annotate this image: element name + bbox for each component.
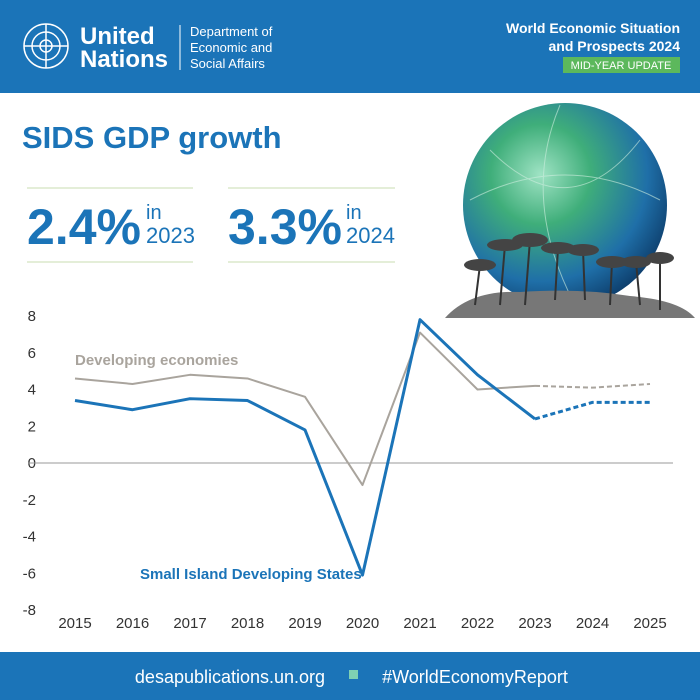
y-tick-label: 4 [28, 382, 36, 399]
separator [349, 670, 358, 679]
y-tick-label: -6 [23, 565, 36, 582]
x-tick-label: 2020 [346, 615, 379, 632]
globe-illustration [445, 103, 695, 318]
series-label: Small Island Developing States [140, 566, 362, 583]
y-tick-label: 6 [28, 345, 36, 362]
badge [563, 57, 680, 73]
x-tick-label: 2025 [633, 615, 666, 632]
x-tick-label: 2018 [231, 615, 264, 632]
y-tick-label: -8 [23, 602, 36, 619]
y-tick-label: -4 [23, 529, 36, 546]
x-tick-label: 2019 [288, 615, 321, 632]
y-tick-label: 2 [28, 418, 36, 435]
projection-line [534, 400, 650, 421]
series-line [74, 331, 536, 487]
highlight-figure: 3.3% [228, 199, 342, 255]
x-tick-label: 2015 [58, 615, 91, 632]
x-tick-label: 2023 [518, 615, 551, 632]
department: Department of [190, 24, 273, 39]
series-label: Developing economies [75, 352, 238, 369]
department: Social Affairs [190, 56, 265, 71]
department: Economic and [190, 40, 272, 55]
highlight-prefix: in [146, 202, 162, 224]
chart-title: SIDS GDP growth [22, 120, 282, 155]
report-title: World Economic Situation [506, 20, 680, 36]
y-tick-label: -2 [23, 492, 36, 509]
header-band [0, 0, 700, 93]
x-tick-label: 2024 [576, 615, 609, 632]
hashtag[interactable]: #WorldEconomyReport [382, 667, 568, 687]
website[interactable]: desapublications.un.org [135, 667, 325, 687]
report-title: and Prospects 2024 [548, 38, 680, 54]
y-tick-label: 8 [28, 308, 36, 325]
un-emblem [23, 23, 69, 69]
highlight-year: 2023 [146, 223, 195, 248]
x-tick-label: 2017 [173, 615, 206, 632]
x-tick-label: 2021 [403, 615, 436, 632]
x-tick-label: 2022 [461, 615, 494, 632]
org-name: United [80, 23, 155, 50]
badge-text: MID-YEAR UPDATE [571, 60, 672, 72]
x-tick-label: 2016 [116, 615, 149, 632]
highlight-prefix: in [346, 202, 362, 224]
highlight-year: 2024 [346, 223, 395, 248]
projection-line [534, 382, 651, 389]
series-line [74, 318, 536, 577]
org-name: Nations [80, 46, 168, 73]
highlight-figure: 2.4% [27, 199, 141, 255]
